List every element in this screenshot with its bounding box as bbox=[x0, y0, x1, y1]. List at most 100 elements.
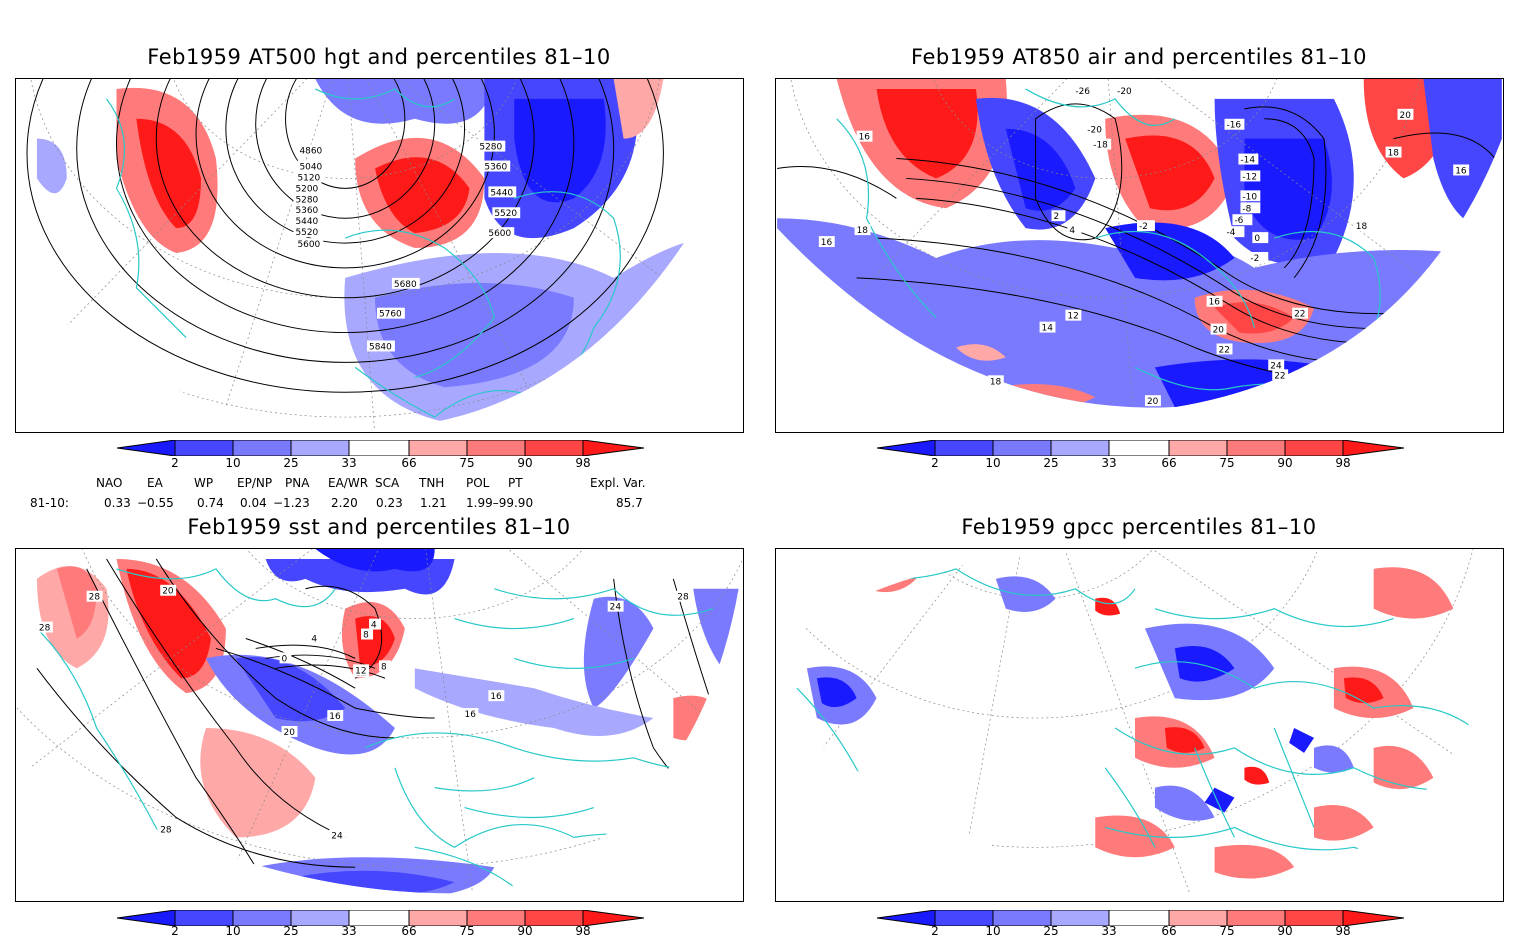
colorbar-label: 33 bbox=[1101, 924, 1117, 938]
contour-label: -2 bbox=[1248, 252, 1269, 264]
colorbar-label: 66 bbox=[401, 456, 417, 470]
contour-label: 5520 bbox=[293, 226, 322, 238]
contour-label: -2 bbox=[1137, 220, 1155, 232]
index-value: 0.04 bbox=[240, 496, 267, 510]
svg-text:28: 28 bbox=[39, 624, 51, 634]
svg-text:-14: -14 bbox=[1240, 156, 1255, 166]
svg-text:24: 24 bbox=[1270, 361, 1282, 371]
panel-4-map-canvas bbox=[777, 549, 1502, 894]
contour-label: 5360 bbox=[293, 204, 322, 216]
contour-label: 16 bbox=[856, 130, 873, 143]
contour-label: 5040 bbox=[297, 160, 326, 172]
contour-label: 18 bbox=[1385, 146, 1402, 159]
contour-label: 4 bbox=[369, 618, 381, 631]
contour-label: -14 bbox=[1238, 153, 1259, 166]
index-value: 0.74 bbox=[197, 496, 224, 510]
svg-text:5440: 5440 bbox=[295, 217, 318, 227]
svg-text:5200: 5200 bbox=[295, 184, 318, 194]
panel-2-map: -26 -20 -20 -18 -16 -14 -12 -10 -8 -6 -4… bbox=[775, 78, 1504, 433]
contour-label: -12 bbox=[1240, 170, 1261, 182]
index-header-row: NAO EA WP EP/NP PNA EA/WR SCA TNH POL PT… bbox=[0, 476, 700, 492]
svg-text:-2: -2 bbox=[1250, 254, 1259, 264]
contour-label: 22 bbox=[1292, 307, 1309, 320]
contour-label: -4 bbox=[1224, 226, 1245, 238]
colorbar-label: 90 bbox=[1277, 924, 1293, 938]
colorbar-label: 98 bbox=[575, 924, 591, 938]
colorbar-label: 10 bbox=[225, 456, 241, 470]
colorbar-label: 2 bbox=[931, 456, 939, 470]
svg-text:20: 20 bbox=[1213, 326, 1225, 336]
contour-label: 14 bbox=[1039, 321, 1056, 334]
contour-label: 24 bbox=[607, 600, 624, 613]
contour-label: -20 bbox=[1085, 123, 1106, 136]
panel-4-map bbox=[775, 548, 1504, 902]
svg-text:-26: -26 bbox=[1075, 87, 1090, 97]
svg-text:-20: -20 bbox=[1087, 126, 1102, 136]
svg-text:-8: -8 bbox=[1242, 204, 1251, 214]
svg-text:5600: 5600 bbox=[297, 240, 320, 250]
contour-label: 5440 bbox=[488, 186, 517, 198]
svg-text:-18: -18 bbox=[1093, 141, 1108, 151]
contour-label: 5440 bbox=[293, 215, 322, 227]
colorbar-label: 90 bbox=[517, 456, 533, 470]
svg-text:12: 12 bbox=[355, 666, 366, 676]
contour-label: 5280 bbox=[293, 193, 322, 205]
panel-2-title: Feb1959 AT850 air and percentiles 81–10 bbox=[911, 45, 1367, 69]
svg-text:22: 22 bbox=[1274, 371, 1285, 381]
contour-label: -26 bbox=[1073, 84, 1094, 97]
contour-label: 8 bbox=[361, 628, 374, 640]
panel-1-title: Feb1959 AT500 hgt and percentiles 81–10 bbox=[147, 45, 611, 69]
svg-text:18: 18 bbox=[857, 226, 869, 236]
contour-label: 28 bbox=[675, 590, 692, 603]
index-header: TNH bbox=[419, 476, 445, 490]
svg-text:28: 28 bbox=[160, 825, 172, 835]
svg-text:20: 20 bbox=[1147, 397, 1159, 407]
index-value: 2.20 bbox=[331, 496, 358, 510]
index-row-label: 81-10: bbox=[30, 496, 69, 510]
contour-label: 16 bbox=[462, 708, 479, 720]
contour-label: 16 bbox=[488, 690, 505, 702]
svg-text:5040: 5040 bbox=[299, 162, 322, 172]
svg-text:5680: 5680 bbox=[394, 280, 417, 290]
contour-label: 20 bbox=[1397, 108, 1414, 121]
index-value: 0.33 bbox=[104, 496, 131, 510]
index-value-row: 81-10: 0.33 −0.55 0.74 0.04 −1.23 2.20 0… bbox=[0, 496, 700, 512]
colorbar-label: 33 bbox=[341, 924, 357, 938]
svg-text:8: 8 bbox=[363, 630, 369, 640]
svg-text:-6: -6 bbox=[1234, 216, 1243, 226]
colorbar-top-right: 2 10 25 33 66 75 90 98 bbox=[877, 440, 1404, 470]
svg-text:-4: -4 bbox=[1227, 228, 1236, 238]
svg-text:22: 22 bbox=[1294, 310, 1305, 320]
colorbar-label: 66 bbox=[401, 924, 417, 938]
contour-label: 18 bbox=[854, 224, 871, 236]
svg-text:4: 4 bbox=[1069, 226, 1075, 236]
svg-text:18: 18 bbox=[1356, 222, 1368, 232]
contour-label: 16 bbox=[327, 710, 344, 722]
svg-text:16: 16 bbox=[329, 712, 341, 722]
index-header: NAO bbox=[96, 476, 123, 490]
svg-text:5280: 5280 bbox=[479, 143, 502, 153]
colorbar-bottom-left: 2 10 25 33 66 75 90 98 bbox=[117, 910, 644, 940]
contour-label: 5600 bbox=[486, 227, 515, 239]
contour-label: 28 bbox=[158, 823, 175, 835]
colorbar-label: 10 bbox=[225, 924, 241, 938]
contour-label: 5760 bbox=[377, 307, 405, 320]
svg-text:5360: 5360 bbox=[295, 206, 318, 216]
panel-1-map-canvas: 4860 5040 5120 5200 5280 5360 5440 5520 … bbox=[17, 79, 742, 430]
contour-label: 16 bbox=[1453, 164, 1470, 176]
contour-label: 5360 bbox=[482, 160, 511, 172]
svg-text:28: 28 bbox=[677, 593, 689, 603]
svg-text:-10: -10 bbox=[1242, 192, 1257, 202]
contour-label: 22 bbox=[1272, 369, 1289, 381]
svg-text:5760: 5760 bbox=[379, 310, 402, 320]
colorbar-label: 66 bbox=[1161, 924, 1177, 938]
contour-label: 5280 bbox=[477, 140, 506, 153]
index-header: Expl. Var. bbox=[590, 476, 646, 490]
contour-label: 20 bbox=[160, 584, 177, 597]
contour-label: 20 bbox=[1210, 323, 1227, 336]
svg-text:18: 18 bbox=[990, 377, 1002, 387]
index-value: 1.99–99.90 bbox=[466, 496, 534, 510]
contour-label: 4 bbox=[309, 632, 322, 644]
index-value: −1.23 bbox=[273, 496, 310, 510]
contour-label: 5200 bbox=[293, 182, 322, 194]
